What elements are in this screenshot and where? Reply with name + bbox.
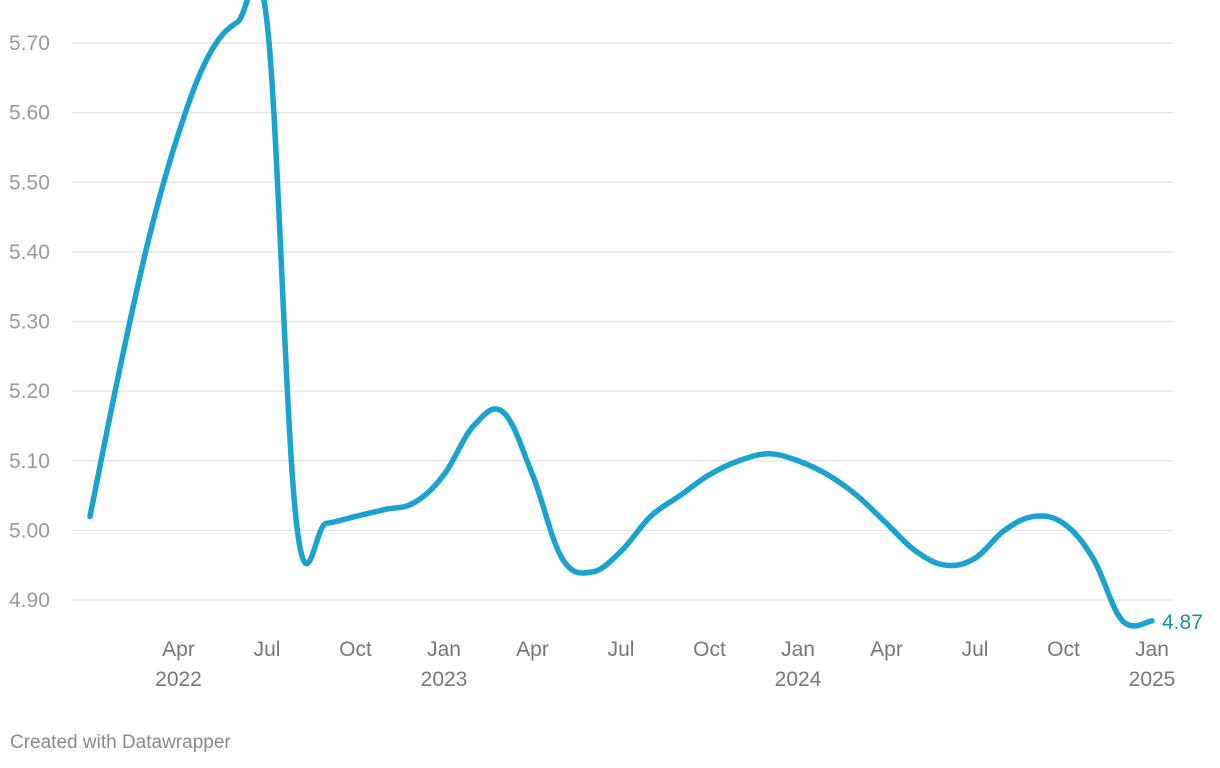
x-tick-label: Oct: [1047, 638, 1080, 661]
x-tick-label: Apr: [516, 638, 549, 661]
y-tick-label: 5.40: [9, 241, 50, 264]
y-tick-label: 5.50: [9, 171, 50, 194]
end-value-label: 4.87: [1162, 611, 1203, 634]
y-tick-label: 5.60: [9, 102, 50, 125]
x-tick-label: Oct: [339, 638, 372, 661]
y-tick-label: 5.70: [9, 32, 50, 55]
x-tick-year-label: 2024: [775, 668, 822, 691]
x-tick-label: Jul: [254, 638, 281, 661]
series-lines: [87, 0, 1155, 629]
x-tick-year-label: 2023: [421, 668, 468, 691]
x-tick-label: Apr: [870, 638, 903, 661]
x-tick-year-label: 2025: [1129, 668, 1176, 691]
x-tick-label: Jan: [781, 638, 815, 661]
x-tick-label: Jan: [427, 638, 461, 661]
datawrapper-credit: Created with Datawrapper: [10, 732, 231, 753]
data-labels: 4.87: [1162, 611, 1203, 634]
x-tick-label: Jul: [608, 638, 635, 661]
gridlines: [72, 42, 1173, 601]
y-tick-label: 5.00: [9, 519, 50, 542]
x-tick-label: Apr: [162, 638, 195, 661]
y-tick-label: 5.30: [9, 311, 50, 334]
y-tick-label: 4.90: [9, 589, 50, 612]
series-line: [87, 0, 1155, 629]
y-axis-ticks: 4.90 5.00 5.10 5.20 5.30 5.40 5.50 5.60 5.70: [9, 32, 50, 612]
x-axis-ticks: Apr 2022 Jul Oct Jan 2023 Apr Jul Oct Jan 2024 Apr J…: [155, 638, 1175, 691]
y-tick-label: 5.10: [9, 450, 50, 473]
x-tick-label: Jul: [962, 638, 989, 661]
y-tick-label: 5.20: [9, 380, 50, 403]
x-tick-year-label: 2022: [155, 668, 202, 691]
x-tick-label: Jan: [1135, 638, 1169, 661]
x-tick-label: Oct: [693, 638, 726, 661]
line-chart: 4.90 5.00 5.10 5.20 5.30 5.40 5.50 5.60 5.70 Apr…: [9, 0, 1203, 691]
